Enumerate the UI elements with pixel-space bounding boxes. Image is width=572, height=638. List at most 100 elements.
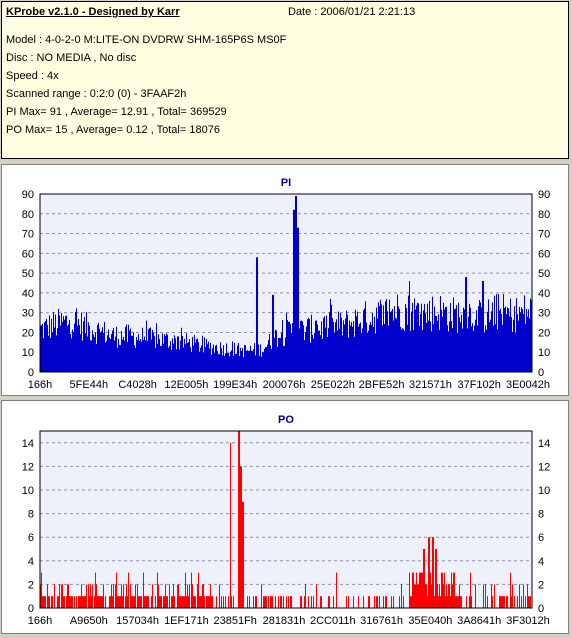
data-bar	[435, 549, 436, 608]
data-bar	[441, 309, 442, 372]
data-bar	[128, 572, 129, 608]
info-speed: Speed : 4x	[6, 70, 59, 82]
x-tick-label: 316761h	[360, 615, 403, 627]
data-bar	[156, 323, 157, 372]
data-bar	[278, 337, 279, 372]
data-bar	[42, 596, 43, 608]
data-bar	[418, 584, 419, 608]
data-bar	[512, 584, 513, 608]
data-bar	[417, 584, 418, 608]
data-bar	[348, 596, 349, 608]
data-bar	[527, 316, 528, 372]
data-bar	[511, 317, 512, 372]
data-bar	[72, 329, 73, 372]
data-bar	[408, 295, 409, 372]
data-bar	[231, 596, 232, 608]
data-bar	[84, 316, 85, 372]
data-bar	[53, 312, 54, 372]
data-bar	[334, 332, 335, 372]
data-bar	[127, 596, 128, 608]
data-bar	[283, 596, 284, 608]
data-bar	[414, 584, 415, 608]
data-bar	[235, 354, 236, 372]
data-bar	[83, 596, 84, 608]
data-bar	[416, 572, 417, 608]
data-bar	[102, 596, 103, 608]
data-bar	[49, 315, 50, 372]
data-bar	[495, 324, 496, 372]
data-bar	[372, 313, 373, 372]
data-bar	[375, 333, 376, 372]
data-bar	[44, 596, 45, 608]
data-bar	[187, 584, 188, 608]
data-bar	[47, 324, 48, 372]
data-bar	[98, 596, 99, 608]
data-bar	[165, 335, 166, 372]
data-bar	[121, 584, 122, 608]
data-bar	[524, 295, 525, 372]
data-bar	[329, 312, 330, 372]
data-bar	[305, 332, 306, 372]
data-bar	[510, 572, 511, 608]
data-bar	[519, 584, 520, 608]
y-tick-label-right: 10	[538, 485, 550, 497]
data-bar	[369, 596, 370, 608]
data-bar	[439, 329, 440, 372]
data-bar	[203, 352, 204, 372]
data-bar	[141, 341, 142, 372]
data-bar	[200, 596, 201, 608]
data-bar	[78, 319, 79, 372]
data-bar	[64, 319, 65, 372]
data-bar	[419, 572, 420, 608]
data-bar	[437, 584, 438, 608]
data-bar	[390, 312, 391, 372]
data-bar	[181, 596, 182, 608]
data-bar	[311, 596, 312, 608]
info-scanned-range: Scanned range : 0:2:0 (0) - 3FAAF2h	[6, 88, 187, 100]
data-bar	[123, 336, 124, 372]
data-bar	[46, 318, 47, 372]
data-bar	[113, 327, 114, 372]
data-bar	[405, 303, 406, 372]
data-bar	[478, 306, 479, 372]
data-bar	[192, 584, 193, 608]
data-bar	[45, 320, 46, 372]
data-bar	[111, 584, 112, 608]
data-bar	[352, 326, 353, 372]
data-bar	[489, 322, 490, 372]
x-tick-label: 25E022h	[311, 379, 355, 391]
data-bar	[304, 596, 305, 608]
data-bar	[327, 336, 328, 372]
data-bar	[118, 596, 119, 608]
data-bar	[432, 296, 433, 372]
data-bar	[54, 584, 55, 608]
data-bar	[344, 324, 345, 372]
data-bar	[301, 320, 302, 372]
data-bar	[508, 308, 509, 372]
y-tick-label-left: 70	[22, 229, 34, 241]
data-bar	[434, 596, 435, 608]
data-bar	[58, 596, 59, 608]
data-bar	[264, 348, 265, 372]
data-bar	[76, 308, 77, 372]
data-bar	[377, 596, 378, 608]
data-bar	[479, 300, 480, 372]
data-bar	[208, 596, 209, 608]
data-bar	[459, 584, 460, 608]
y-tick-label-left: 20	[22, 327, 34, 339]
data-bar	[75, 311, 76, 372]
data-bar	[361, 332, 362, 372]
data-bar	[169, 345, 170, 372]
data-bar	[485, 584, 486, 608]
data-bar	[131, 596, 132, 608]
data-bar	[324, 316, 325, 372]
data-bar	[322, 339, 323, 372]
data-bar	[116, 572, 117, 608]
data-bar	[130, 584, 131, 608]
data-bar	[466, 596, 467, 608]
data-bar	[125, 326, 126, 372]
data-bar	[198, 572, 199, 608]
data-bar	[264, 596, 265, 608]
data-bar	[109, 596, 110, 608]
data-bar	[285, 337, 286, 372]
